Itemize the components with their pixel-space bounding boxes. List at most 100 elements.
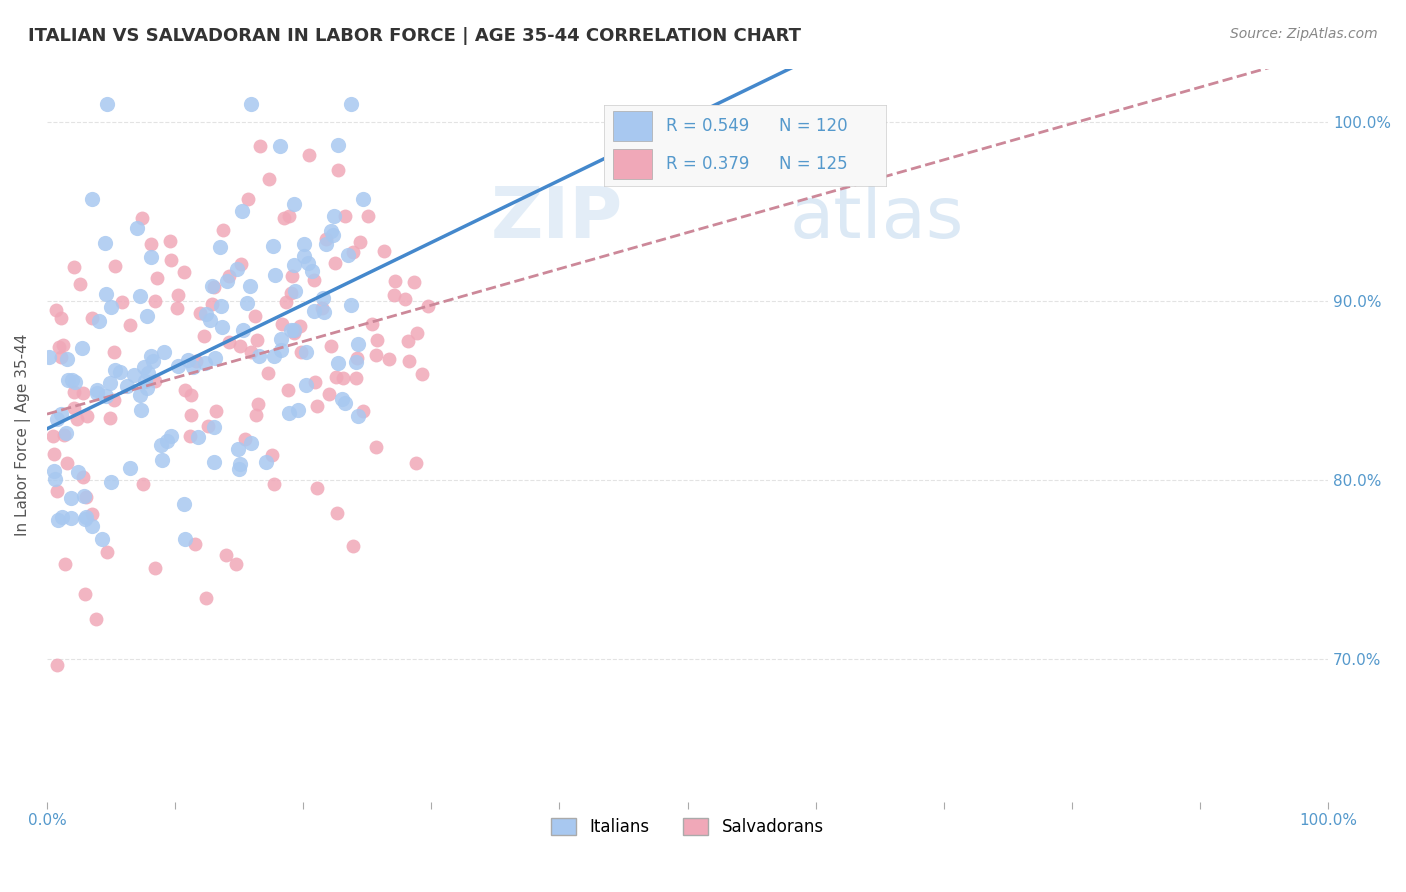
Point (134, 374, 156, 388)
Point (202, 455, 225, 469)
Point (402, 276, 425, 290)
Point (295, 344, 318, 359)
Point (41, 428, 63, 442)
Point (166, 301, 188, 315)
Point (304, 272, 326, 286)
Point (59, 511, 82, 525)
Point (229, 339, 252, 353)
Point (90, 532, 112, 546)
Point (80, 311, 103, 326)
Point (177, 353, 200, 368)
Point (243, 309, 266, 323)
Point (235, 296, 257, 310)
Legend: Italians, Salvadorans: Italians, Salvadorans (543, 810, 832, 845)
Point (194, 591, 217, 605)
Point (94, 389, 117, 403)
Point (235, 432, 257, 446)
Point (197, 419, 219, 434)
Point (96, 287, 118, 301)
Point (75, 490, 97, 504)
Point (325, 255, 347, 269)
Point (63, 384, 86, 399)
Point (59, 491, 82, 506)
Point (283, 326, 305, 341)
Point (96, 97, 118, 112)
Point (204, 351, 226, 365)
Point (236, 192, 259, 206)
Point (128, 289, 150, 303)
Point (263, 350, 285, 364)
Point (94, 236, 117, 251)
Point (302, 304, 325, 318)
Point (44, 472, 66, 486)
Point (139, 237, 162, 252)
Point (198, 312, 221, 326)
Point (287, 402, 309, 417)
Point (52, 338, 75, 352)
Point (364, 348, 387, 362)
Point (352, 404, 374, 418)
Point (174, 384, 197, 398)
Point (122, 368, 145, 383)
Point (150, 438, 173, 452)
Point (283, 197, 305, 211)
Point (342, 244, 364, 259)
Text: Source: ZipAtlas.com: Source: ZipAtlas.com (1230, 27, 1378, 41)
Point (111, 294, 134, 309)
Point (67, 465, 90, 479)
Point (228, 462, 250, 476)
Point (264, 268, 287, 282)
Point (328, 137, 350, 152)
Point (115, 379, 138, 393)
Point (322, 228, 344, 243)
Point (135, 381, 157, 395)
Point (297, 256, 319, 270)
Point (159, 234, 181, 248)
Point (394, 292, 416, 306)
Point (51, 407, 73, 421)
Point (406, 326, 429, 340)
Point (100, 300, 122, 314)
Y-axis label: In Labor Force | Age 35-44: In Labor Force | Age 35-44 (15, 334, 31, 536)
Point (56, 351, 79, 366)
Point (330, 392, 353, 406)
Point (146, 271, 169, 285)
Point (42, 447, 65, 461)
Point (84, 612, 107, 626)
Point (263, 476, 285, 491)
Point (247, 397, 270, 411)
Point (283, 259, 305, 273)
Point (174, 532, 197, 546)
Point (75, 511, 97, 525)
Point (333, 396, 356, 410)
Point (218, 269, 240, 284)
Point (56, 373, 79, 387)
Point (145, 560, 167, 574)
Point (322, 209, 344, 223)
Point (283, 323, 305, 337)
Point (118, 318, 141, 332)
Point (254, 455, 277, 469)
Point (283, 324, 305, 338)
Point (139, 250, 162, 264)
Point (232, 324, 254, 338)
Point (215, 274, 238, 288)
Point (55, 426, 77, 441)
Point (340, 298, 363, 312)
Point (62, 260, 84, 275)
Point (240, 345, 263, 359)
Point (156, 434, 179, 448)
Point (366, 440, 388, 454)
Point (184, 537, 207, 551)
Point (141, 349, 163, 363)
Point (180, 388, 202, 402)
Point (80, 192, 103, 206)
Point (298, 148, 321, 162)
Point (288, 318, 311, 333)
Point (208, 240, 231, 254)
Point (311, 301, 333, 316)
Point (87, 314, 110, 328)
Point (340, 97, 363, 112)
Point (75, 510, 97, 524)
Point (346, 409, 368, 424)
